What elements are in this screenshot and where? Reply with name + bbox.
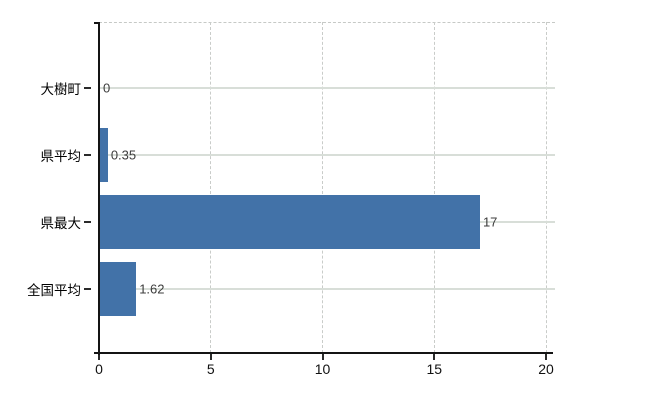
category-label: 県最大 [40,216,82,231]
category-label: 県平均 [40,149,82,164]
bar-3 [100,262,137,316]
y-axis [98,22,100,355]
y-gridline [100,154,555,156]
plot-top-border [99,22,555,23]
bar-2 [100,195,480,249]
x-tick-label: 0 [95,361,103,377]
y-gridline [100,288,555,290]
x-axis [94,352,553,354]
y-axis-tick [84,288,91,290]
x-tick-label: 10 [314,361,331,377]
x-axis-tick [433,354,436,360]
y-gridline [100,87,555,89]
x-tick-label: 15 [426,361,443,377]
value-label: 17 [482,214,498,230]
y-axis-tick [84,221,91,223]
x-gridline [433,22,435,353]
x-axis-tick [209,354,212,360]
x-tick-label: 5 [206,361,215,377]
x-axis-tick [98,354,100,360]
x-axis-tick [321,354,324,360]
y-axis-tick [84,87,91,89]
value-label: 1.62 [139,281,165,297]
x-gridline [545,22,547,353]
category-label: 大樹町 [40,82,82,97]
x-gridline [322,22,323,353]
value-label: 0 [103,80,111,96]
value-label: 0.35 [110,147,137,163]
y-axis-tick [84,154,91,156]
bar-1 [100,128,108,182]
x-axis-tick [545,354,547,360]
x-tick-label: 20 [538,361,554,377]
y-axis-endcap [94,22,99,24]
category-label: 全国平均 [27,283,81,298]
x-gridline [210,22,212,353]
